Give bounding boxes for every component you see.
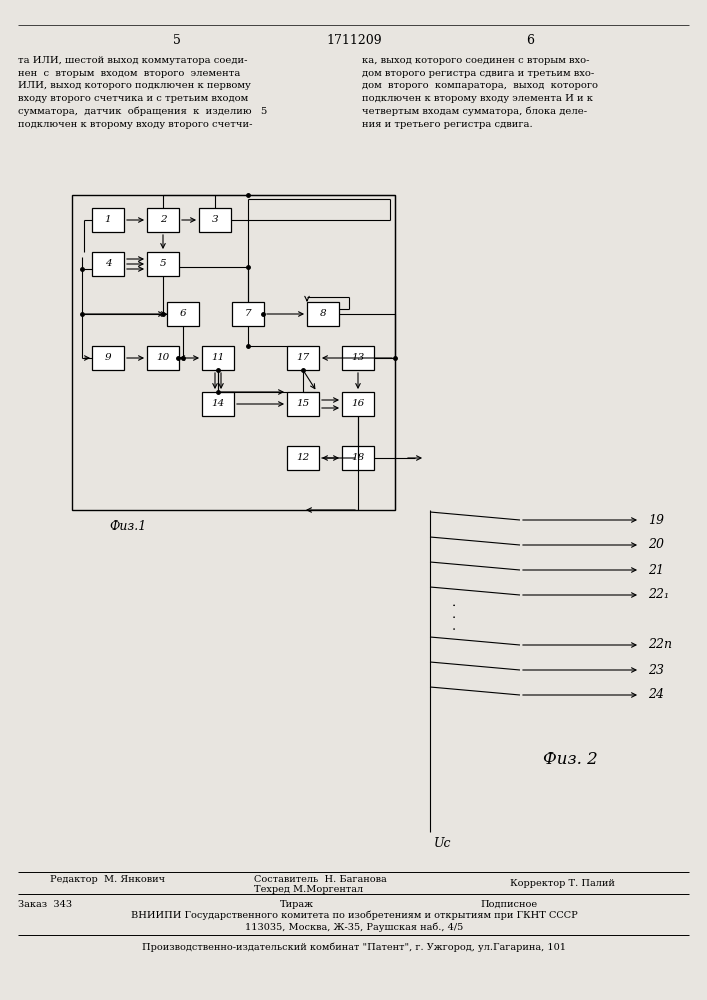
Text: 1711209: 1711209 — [326, 33, 382, 46]
Bar — [92, 208, 124, 232]
Text: 7: 7 — [245, 310, 251, 318]
Bar — [202, 346, 234, 370]
Bar — [167, 302, 199, 326]
Text: 21: 21 — [648, 564, 664, 576]
Text: 11: 11 — [211, 354, 225, 362]
Bar — [287, 346, 319, 370]
Text: 15: 15 — [296, 399, 310, 408]
Text: 6: 6 — [180, 310, 187, 318]
Text: 9: 9 — [105, 354, 111, 362]
Text: 3: 3 — [211, 216, 218, 225]
Text: 22₁: 22₁ — [648, 588, 669, 601]
Bar — [92, 252, 124, 276]
Text: Uc: Uc — [434, 837, 452, 850]
Text: та ИЛИ, шестой выход коммутатора соеди-
нен  с  вторым  входом  второго  элемент: та ИЛИ, шестой выход коммутатора соеди- … — [18, 56, 267, 129]
Bar — [287, 392, 319, 416]
Text: ВНИИПИ Государственного комитета по изобретениям и открытиям при ГКНТ СССР: ВНИИПИ Государственного комитета по изоб… — [131, 911, 578, 920]
Text: 4: 4 — [105, 259, 111, 268]
Bar — [72, 195, 395, 510]
Text: Заказ  343: Заказ 343 — [18, 900, 72, 909]
Bar — [307, 302, 339, 326]
Text: Корректор Т. Палий: Корректор Т. Палий — [510, 879, 615, 888]
Text: Техред М.Моргентал: Техред М.Моргентал — [254, 884, 363, 894]
Text: 17: 17 — [296, 354, 310, 362]
Bar — [342, 392, 374, 416]
Text: Редактор  М. Янкович: Редактор М. Янкович — [50, 874, 165, 884]
Bar — [92, 346, 124, 370]
Text: 6: 6 — [526, 33, 534, 46]
Text: 2: 2 — [160, 216, 166, 225]
Text: 19: 19 — [648, 514, 664, 526]
Text: 5: 5 — [173, 33, 181, 46]
Text: 24: 24 — [648, 688, 664, 702]
Bar — [147, 252, 179, 276]
Text: Подписное: Подписное — [480, 900, 537, 909]
Text: 23: 23 — [648, 664, 664, 676]
Text: 13: 13 — [351, 354, 365, 362]
Bar — [232, 302, 264, 326]
Text: 1: 1 — [105, 216, 111, 225]
Text: 18: 18 — [351, 454, 365, 462]
Bar — [199, 208, 231, 232]
Text: 10: 10 — [156, 354, 170, 362]
Text: Фuз. 2: Фuз. 2 — [543, 752, 597, 768]
Text: 5: 5 — [160, 259, 166, 268]
Text: 113035, Москва, Ж-35, Раушская наб., 4/5: 113035, Москва, Ж-35, Раушская наб., 4/5 — [245, 922, 463, 932]
Bar — [202, 392, 234, 416]
Bar — [342, 446, 374, 470]
Text: Составитель  Н. Баганова: Составитель Н. Баганова — [254, 874, 387, 884]
Text: 12: 12 — [296, 454, 310, 462]
Text: Фuз.1: Фuз.1 — [110, 520, 146, 534]
Text: ка, выход которого соединен с вторым вхо-
дом второго регистра сдвига и третьим : ка, выход которого соединен с вторым вхо… — [362, 56, 598, 129]
Bar — [287, 446, 319, 470]
Text: 22n: 22n — [648, 639, 672, 652]
Text: Производственно-издательский комбинат "Патент", г. Ужгород, ул.Гагарина, 101: Производственно-издательский комбинат "П… — [142, 943, 566, 952]
Text: 8: 8 — [320, 310, 327, 318]
Bar — [342, 346, 374, 370]
Text: 16: 16 — [351, 399, 365, 408]
Text: ·  ·  ·: · · · — [450, 602, 463, 630]
Bar — [147, 346, 179, 370]
Text: 20: 20 — [648, 538, 664, 552]
Text: 14: 14 — [211, 399, 225, 408]
Text: Тираж: Тираж — [280, 900, 314, 909]
Bar — [147, 208, 179, 232]
